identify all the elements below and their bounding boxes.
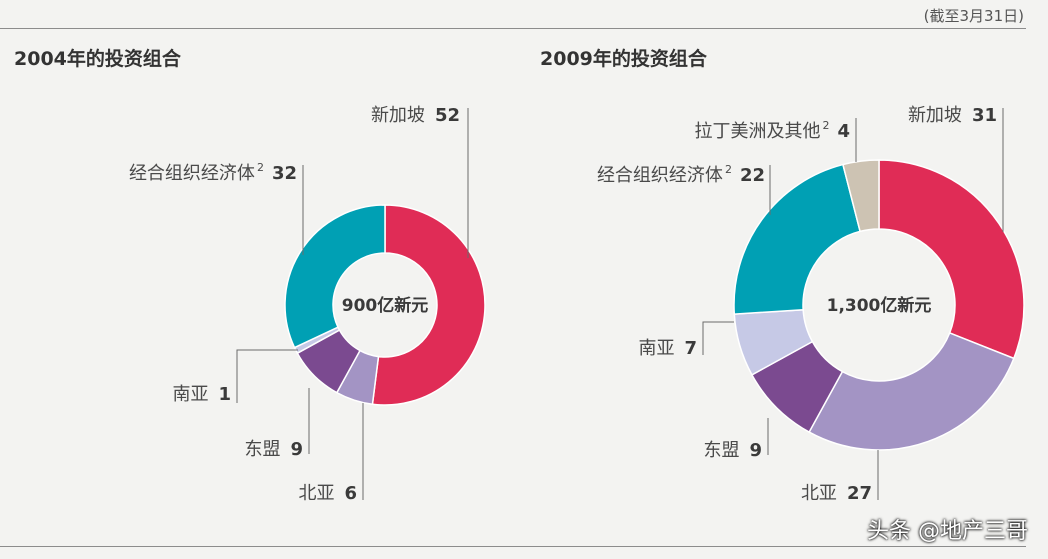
leader-line-南亚 — [236, 349, 298, 403]
chart-title-2004: 2004年的投资组合 — [14, 48, 181, 70]
slice-label-东盟: 东盟 9 — [703, 440, 762, 461]
leader-line-南亚 — [702, 321, 734, 355]
bottom-divider — [0, 546, 1026, 547]
slice-label-新加坡: 新加坡 52 — [371, 105, 460, 126]
slice-label-经合组织经济体: 经合组织经济体 2 22 — [597, 163, 765, 186]
slice-经合组织经济体 — [284, 204, 386, 349]
center-total-label: 900亿新元 — [342, 295, 429, 316]
slice-label-东盟: 东盟 9 — [244, 439, 303, 460]
slice-新加坡 — [371, 204, 486, 406]
date-note: (截至3月31日) — [923, 7, 1024, 25]
donut-chart-2009: 新加坡 31 北亚 27 东盟 9 南亚 7 经合组织经济体 2 22 拉丁美洲及其他 2 4 1,300亿… — [597, 105, 1025, 504]
slice-北亚 — [808, 332, 1015, 451]
slice-label-经合组织经济体: 经合组织经济体 2 32 — [129, 161, 297, 184]
center-total-label: 1,300亿新元 — [827, 295, 932, 316]
slice-label-北亚: 北亚 6 — [298, 483, 357, 504]
watermark: 头条 @地产三哥 — [867, 519, 1028, 544]
slice-label-南亚: 南亚 7 — [638, 338, 697, 359]
slice-拉丁美洲及其他 — [842, 159, 880, 233]
donut-chart-2004: 新加坡 52 北亚 6 东盟 9 南亚 1 经合组织经济体 2 32 900亿新元 — [129, 105, 486, 504]
slice-label-北亚: 北亚 27 — [801, 483, 872, 504]
slice-label-拉丁美洲及其他: 拉丁美洲及其他 2 4 — [694, 119, 850, 142]
slice-label-南亚: 南亚 1 — [172, 384, 231, 405]
slice-经合组织经济体 — [733, 163, 862, 315]
slice-label-新加坡: 新加坡 31 — [908, 105, 997, 126]
slice-新加坡 — [878, 159, 1025, 360]
top-divider — [0, 28, 1026, 29]
chart-title-2009: 2009年的投资组合 — [540, 48, 707, 70]
